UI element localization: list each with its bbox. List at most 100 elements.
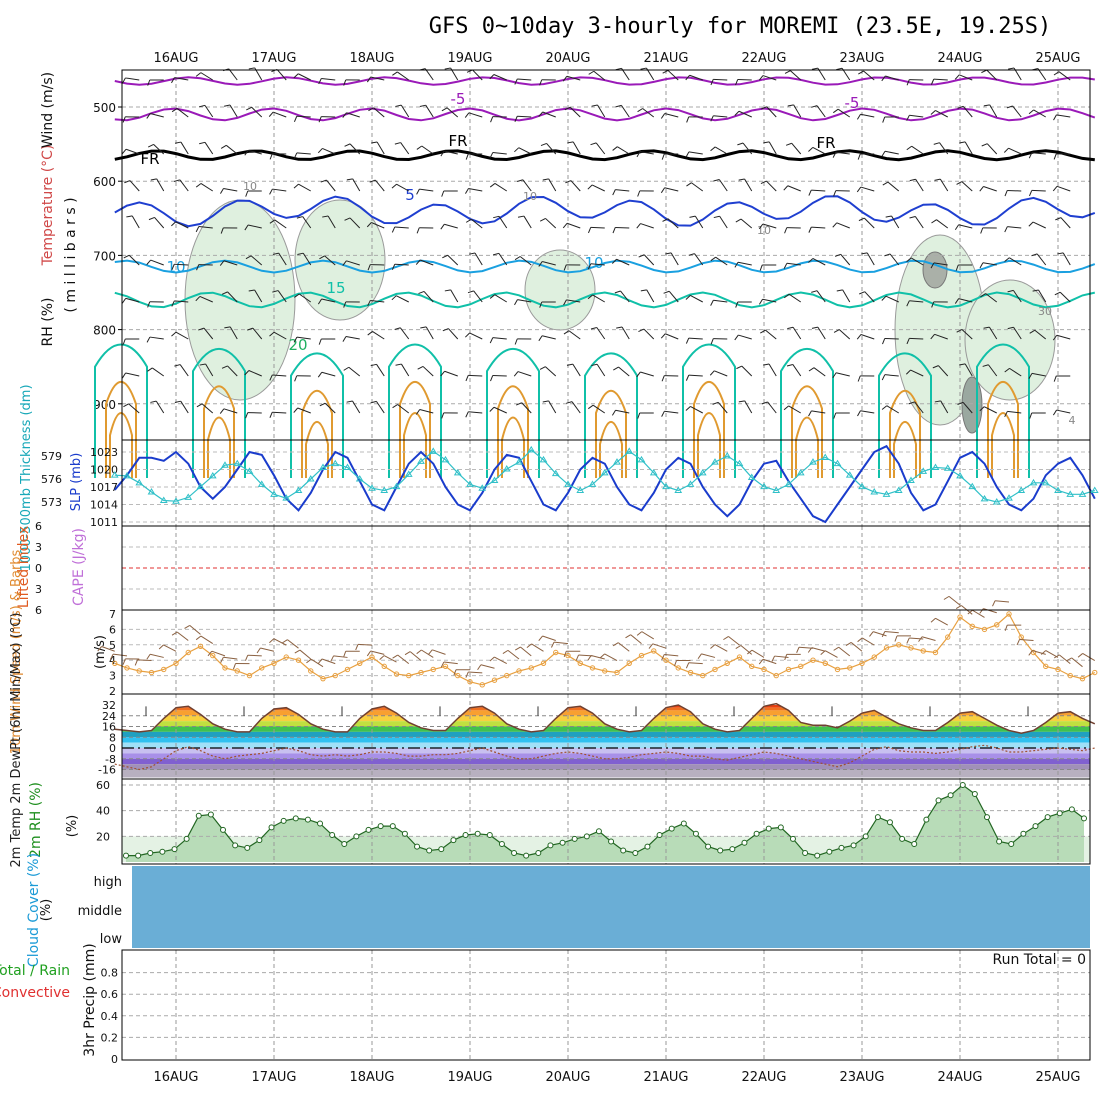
wind-barb (986, 69, 998, 81)
wind-barb (469, 332, 483, 340)
wind-barb-flag (956, 329, 963, 333)
temp-band (122, 715, 1090, 722)
wind-barb (1031, 189, 1046, 192)
wind-barb (688, 662, 703, 665)
wind-barb (798, 646, 814, 649)
wind-barb (125, 77, 140, 81)
thickness-point (147, 488, 156, 495)
contour-label: 15 (326, 279, 345, 297)
rh2m-point (1044, 814, 1051, 821)
wind-barb-flag (1004, 226, 1008, 233)
wind-barb (909, 114, 924, 118)
wind-barb-flag (420, 326, 427, 329)
wind-barb-flag (442, 328, 449, 332)
thickness-point (870, 488, 879, 495)
wind-barb-flag (366, 76, 372, 83)
wind-barb (597, 104, 606, 118)
wind-barb-flag (660, 113, 666, 119)
wind-barb (811, 647, 826, 652)
wind-barb-flag (697, 653, 702, 660)
wind-barb (839, 329, 851, 340)
wind-barb-flag (367, 300, 371, 307)
wind-barb (228, 68, 238, 81)
wind-barb-flag (957, 401, 964, 405)
wind10m-point (981, 626, 988, 633)
wind-barb (492, 374, 507, 377)
wind-barb (837, 108, 851, 118)
wind-barb (371, 222, 385, 229)
wind-barb-flag (272, 252, 279, 255)
wind-barb-flag (174, 364, 181, 367)
wind-barb-flag (882, 181, 889, 186)
wind-barb-flag (221, 291, 228, 295)
wind-barb (988, 364, 998, 377)
wind-barb (225, 144, 238, 155)
temp-band (122, 764, 1090, 770)
wind-barb (448, 328, 459, 340)
wind-barb-flag (343, 301, 347, 308)
wind-barb (630, 634, 642, 644)
wind-barb (531, 643, 544, 652)
wind-barb (201, 403, 214, 414)
wind-barb (297, 407, 311, 414)
warm-lobe (893, 421, 917, 478)
rh2m-point (147, 850, 154, 857)
wind-barb (715, 256, 728, 266)
wind-barb (643, 254, 655, 266)
wind-barb-flag (122, 658, 126, 665)
wind-barb-flag (615, 67, 622, 71)
wind-barb-flag (395, 363, 402, 366)
wind-barb-flag (758, 75, 764, 81)
wind-barb (419, 259, 434, 266)
wind10m-point (234, 668, 240, 674)
wind-barb-flag (833, 412, 837, 419)
wind-barb-flag (931, 219, 937, 224)
wind-barb (909, 300, 924, 303)
thickness-point (674, 486, 683, 493)
wind-barb-flag (392, 654, 398, 659)
wind-barb-flag (1040, 650, 1047, 655)
wind10m-point (945, 634, 951, 640)
wind10m-point (773, 672, 779, 679)
wind-barb (1058, 654, 1071, 664)
wind-barb (767, 401, 777, 414)
wind-barb (604, 653, 618, 661)
wind10m-point (320, 675, 326, 682)
wind10m-point (528, 665, 534, 671)
wind-barb-flag (220, 144, 227, 149)
thickness-point (894, 486, 903, 493)
wind-barb-flag (256, 647, 261, 654)
temp-band (122, 705, 1090, 708)
wind-barb-flag (171, 264, 175, 270)
wind-barb (935, 617, 948, 626)
warm-lobe (305, 421, 329, 478)
wind-barb (520, 646, 532, 657)
wind-barb-flag (1052, 409, 1057, 416)
rh2m-point (438, 846, 445, 853)
wind-barb-flag (614, 290, 621, 294)
wind-barb-flag (954, 74, 960, 80)
rh2m-point (498, 841, 505, 848)
wind-barb (129, 180, 140, 192)
wind-barb-flag (319, 255, 325, 260)
wind-barb-flag (856, 334, 862, 340)
wind-barb (498, 253, 508, 266)
contour-label: 4 (1069, 414, 1076, 427)
wind-barb-flag (465, 153, 469, 160)
wind-barb-flag (738, 178, 745, 181)
wind-barb-flag (689, 215, 696, 218)
wind10m-label: 10m Wind Speed (m/s) & Barbs (9, 549, 24, 754)
wind-barb (517, 115, 532, 118)
rh2m-point (959, 782, 966, 788)
wind-barb (939, 142, 949, 155)
wind-barb-flag (710, 115, 714, 122)
rh2m-point (692, 830, 699, 837)
rh2m-point (680, 820, 687, 827)
cloud-level-label: high (94, 875, 122, 890)
thickness-point (343, 463, 352, 470)
wind-barb-flag (174, 400, 181, 403)
run-total: Run Total = 0 (992, 952, 1086, 968)
wind-barb (768, 363, 777, 377)
wind-barb-flag (934, 400, 941, 403)
wind-barb (569, 106, 581, 118)
